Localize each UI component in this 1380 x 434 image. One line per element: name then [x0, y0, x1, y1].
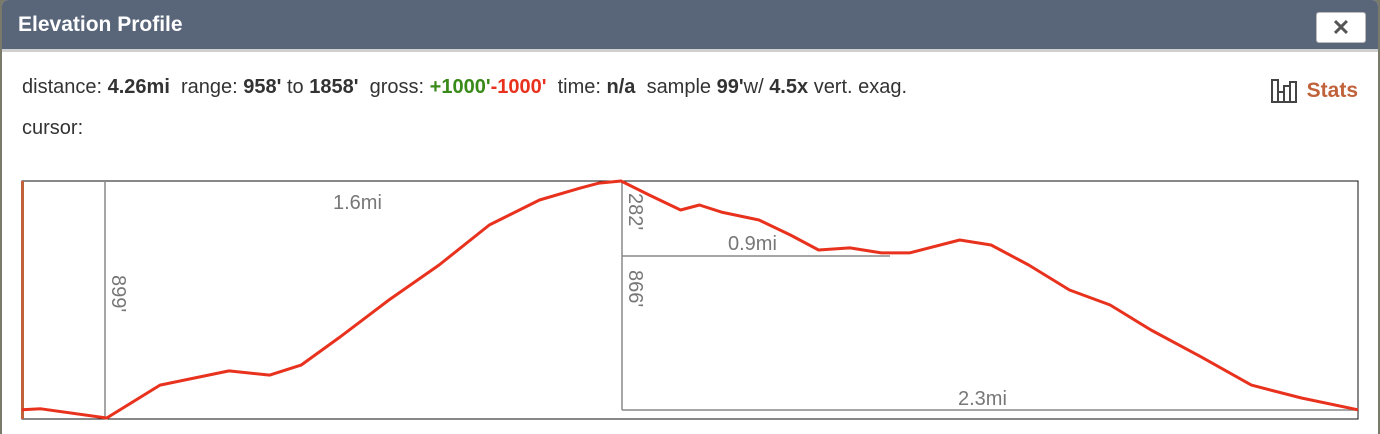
- cursor-readout: cursor:: [22, 117, 84, 139]
- descent-height-label: 866': [624, 270, 646, 307]
- distance-label: distance:: [22, 76, 103, 98]
- dip-distance-label: 0.9mi: [728, 233, 777, 255]
- dip-height-label: 282': [624, 193, 646, 230]
- gain-value: +1000': [429, 76, 491, 98]
- window-title: Elevation Profile: [2, 0, 1378, 52]
- close-button[interactable]: ✕: [1316, 12, 1366, 43]
- exag-label: vert. exag.: [813, 76, 908, 98]
- exag-value: 4.5x: [769, 76, 809, 98]
- elevation-profile-line: [21, 179, 1359, 420]
- with-label: w/: [743, 76, 764, 98]
- sample-label: sample: [646, 76, 712, 98]
- climb-height-label: 899': [107, 275, 129, 312]
- time-label: time:: [557, 76, 601, 98]
- bar-chart-icon: [1270, 79, 1297, 103]
- stats-button[interactable]: Stats: [1270, 78, 1358, 104]
- chart-frame: [21, 180, 1359, 420]
- range-min: 958': [243, 76, 282, 98]
- time-value: n/a: [606, 76, 636, 98]
- range-to: to: [286, 76, 304, 98]
- loss-value: -1000': [490, 76, 547, 98]
- sample-value: 99': [716, 76, 744, 98]
- cursor-marker[interactable]: [21, 181, 24, 419]
- summary-line: distance: 4.26mi range: 958' to 1858' gr…: [22, 76, 907, 99]
- range-max: 1858': [309, 76, 359, 98]
- range-label: range:: [181, 76, 238, 98]
- climb-distance-label: 1.6mi: [333, 192, 382, 214]
- descent-distance-label: 2.3mi: [958, 388, 1007, 410]
- measure-lines: [104, 181, 1358, 418]
- distance-value: 4.26mi: [107, 76, 170, 98]
- gross-label: gross:: [369, 76, 425, 98]
- stats-label: Stats: [1306, 79, 1358, 102]
